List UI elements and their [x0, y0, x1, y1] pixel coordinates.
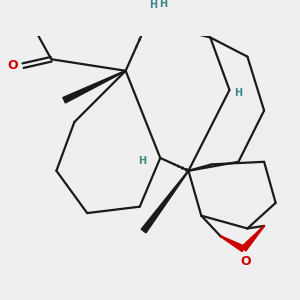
- Text: H: H: [234, 88, 242, 98]
- Polygon shape: [220, 236, 245, 252]
- Text: O: O: [8, 59, 18, 72]
- Polygon shape: [63, 70, 126, 103]
- Polygon shape: [241, 226, 264, 251]
- Text: H: H: [149, 0, 157, 11]
- Text: O: O: [240, 255, 250, 268]
- Text: H: H: [138, 156, 146, 166]
- Polygon shape: [141, 171, 189, 233]
- Text: H: H: [159, 0, 167, 9]
